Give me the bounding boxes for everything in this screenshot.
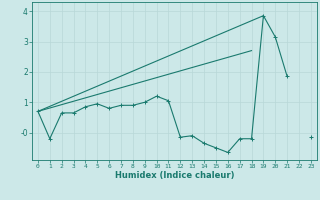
X-axis label: Humidex (Indice chaleur): Humidex (Indice chaleur)	[115, 171, 234, 180]
